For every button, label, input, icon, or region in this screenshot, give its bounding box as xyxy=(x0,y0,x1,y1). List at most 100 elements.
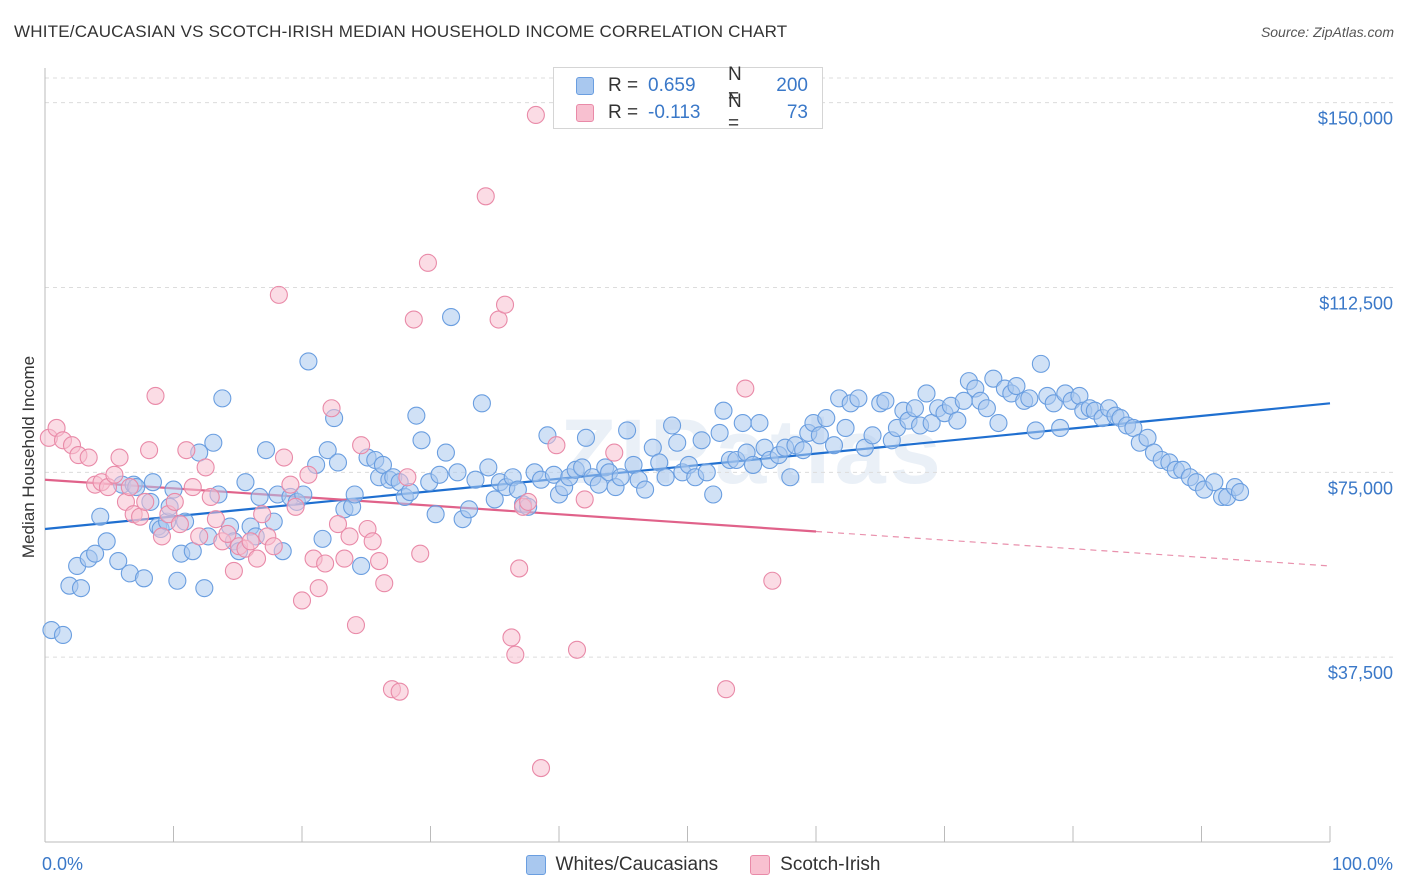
point-scotch-irish xyxy=(152,527,171,546)
point-scotch-irish xyxy=(411,544,430,563)
y-tick-label: $150,000 xyxy=(1318,109,1393,129)
trend-line-scotch-irish-extension xyxy=(815,530,1331,567)
point-scotch-irish xyxy=(502,628,521,647)
point-whites xyxy=(824,436,844,455)
legend-n-value: 200 xyxy=(776,75,808,96)
point-whites xyxy=(430,465,449,484)
point-scotch-irish xyxy=(309,579,328,598)
point-scotch-irish xyxy=(340,527,359,546)
point-whites xyxy=(817,409,836,428)
point-whites xyxy=(91,507,110,526)
point-whites xyxy=(352,556,371,576)
point-whites xyxy=(1020,389,1039,408)
point-whites xyxy=(204,433,223,452)
point-whites xyxy=(71,579,91,598)
point-scotch-irish xyxy=(736,379,755,398)
point-whites xyxy=(668,433,687,452)
legend-n-label: N = xyxy=(728,64,742,107)
legend-r-value: 0.659 xyxy=(648,75,696,96)
point-scotch-irish xyxy=(140,441,159,460)
y-axis-title: Median Household Income xyxy=(19,356,38,558)
point-whites xyxy=(448,463,467,482)
point-whites xyxy=(948,411,967,430)
point-whites xyxy=(977,399,996,418)
point-scotch-irish xyxy=(346,616,366,635)
legend-swatch-whites xyxy=(525,855,546,875)
point-scotch-irish xyxy=(165,492,184,511)
point-scotch-irish xyxy=(328,515,348,534)
point-scotch-irish xyxy=(352,436,371,455)
point-whites xyxy=(663,416,682,435)
point-whites xyxy=(611,468,630,487)
point-whites xyxy=(836,418,855,438)
point-scotch-irish xyxy=(253,505,272,524)
point-whites xyxy=(195,579,214,598)
point-scotch-irish xyxy=(281,475,300,494)
point-scotch-irish xyxy=(476,187,495,206)
point-whites xyxy=(299,352,318,371)
point-whites xyxy=(876,391,895,410)
point-whites xyxy=(213,389,232,408)
point-whites xyxy=(400,482,419,502)
point-scotch-irish xyxy=(299,465,318,484)
legend-label-whites: Whites/Caucasians xyxy=(555,854,719,875)
point-whites xyxy=(794,441,813,460)
point-scotch-irish xyxy=(183,478,202,497)
data-points xyxy=(39,105,1250,778)
point-whites xyxy=(714,401,733,420)
point-scotch-irish xyxy=(206,510,225,529)
point-scotch-irish xyxy=(247,549,267,568)
point-scotch-irish xyxy=(547,436,566,455)
point-scotch-irish xyxy=(120,478,139,497)
point-scotch-irish xyxy=(201,487,220,507)
point-whites xyxy=(53,625,73,645)
point-whites xyxy=(750,413,769,433)
point-whites xyxy=(1044,394,1063,413)
point-whites xyxy=(863,426,882,445)
point-whites xyxy=(479,458,498,477)
point-whites xyxy=(984,369,1003,388)
legend-item-scotch-irish[interactable]: Scotch-Irish xyxy=(750,854,880,876)
x-tick-label-end: 100.0% xyxy=(1332,854,1393,874)
point-whites xyxy=(917,384,936,403)
point-whites xyxy=(905,399,924,418)
point-scotch-irish xyxy=(605,443,624,462)
point-scotch-irish xyxy=(375,574,394,593)
legend-r-value: -0.113 xyxy=(648,102,701,123)
point-scotch-irish xyxy=(716,680,736,699)
point-whites xyxy=(168,571,187,590)
legend-item-whites[interactable]: Whites/Caucasians xyxy=(525,854,719,876)
point-whites xyxy=(86,544,105,563)
point-scotch-irish xyxy=(190,527,209,546)
grid xyxy=(45,77,1395,658)
point-whites xyxy=(781,468,800,487)
axis-labels: $37,500 $75,000 $112,500 $150,000 0.0% 100.0%… xyxy=(19,109,1393,874)
point-scotch-irish xyxy=(322,399,341,418)
point-whites xyxy=(849,389,868,408)
correlation-legend: R = 0.659 N = 200 R = -0.113 N = 73 xyxy=(553,64,823,134)
point-scotch-irish xyxy=(196,458,215,477)
point-scotch-irish xyxy=(567,640,587,659)
point-whites xyxy=(989,413,1008,433)
legend-r-label: R = xyxy=(608,75,639,96)
point-whites xyxy=(407,406,426,425)
point-scotch-irish xyxy=(316,554,335,573)
point-scotch-irish xyxy=(170,515,189,534)
point-whites xyxy=(710,423,729,442)
point-scotch-irish xyxy=(79,448,98,467)
point-whites xyxy=(692,431,711,450)
point-whites xyxy=(636,480,655,499)
point-scotch-irish xyxy=(575,490,594,509)
point-whites xyxy=(743,455,763,474)
axes xyxy=(44,68,1331,843)
point-whites xyxy=(485,490,504,509)
point-whites xyxy=(109,551,128,571)
legend-swatch-whites xyxy=(576,77,594,95)
point-scotch-irish xyxy=(218,524,237,543)
point-scotch-irish xyxy=(519,492,538,511)
point-whites xyxy=(436,443,455,462)
point-whites xyxy=(97,532,116,551)
point-scotch-irish xyxy=(264,537,283,556)
point-scotch-irish xyxy=(335,549,354,568)
